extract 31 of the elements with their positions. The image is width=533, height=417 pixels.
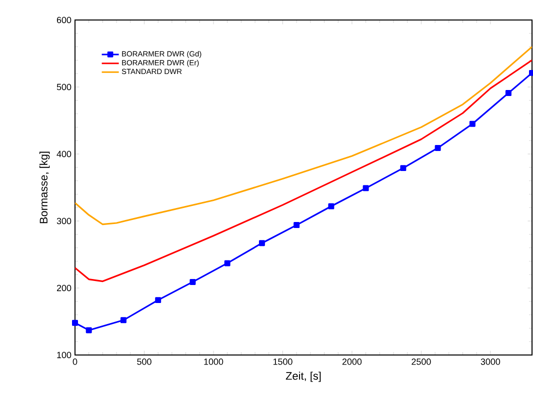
line-series [75,59,532,282]
y-tick-label: 400 [56,150,72,158]
y-tick-label: 600 [56,16,72,24]
point [258,240,265,246]
x-tick-label: 1500 [273,358,292,365]
x-axis-title: Zeit, [s] [286,372,321,382]
y-axis-title: Bormasse, [kg] [39,152,50,224]
x-tick-label: 500 [137,358,152,365]
y-tick-label: 500 [56,84,72,90]
point [328,203,334,210]
point [362,185,369,192]
point [434,144,441,151]
y-tick-label: 100 [57,352,72,358]
x-tick-label: 3000 [480,358,500,365]
y-tick-label: 300 [56,218,72,224]
point [469,120,476,127]
point [294,222,300,228]
point [86,327,92,334]
y-tick-label: 200 [56,284,72,292]
point [505,90,512,96]
x-tick-label: 1000 [204,358,224,365]
point [400,165,406,172]
point [72,320,78,326]
point [155,297,162,304]
point [224,260,230,266]
point [190,278,196,285]
x-tick-label: 0 [72,358,78,365]
point [120,317,126,324]
line-series [75,46,532,226]
x-tick-label: 2500 [412,358,431,365]
x-tick-label: 2000 [342,358,362,365]
